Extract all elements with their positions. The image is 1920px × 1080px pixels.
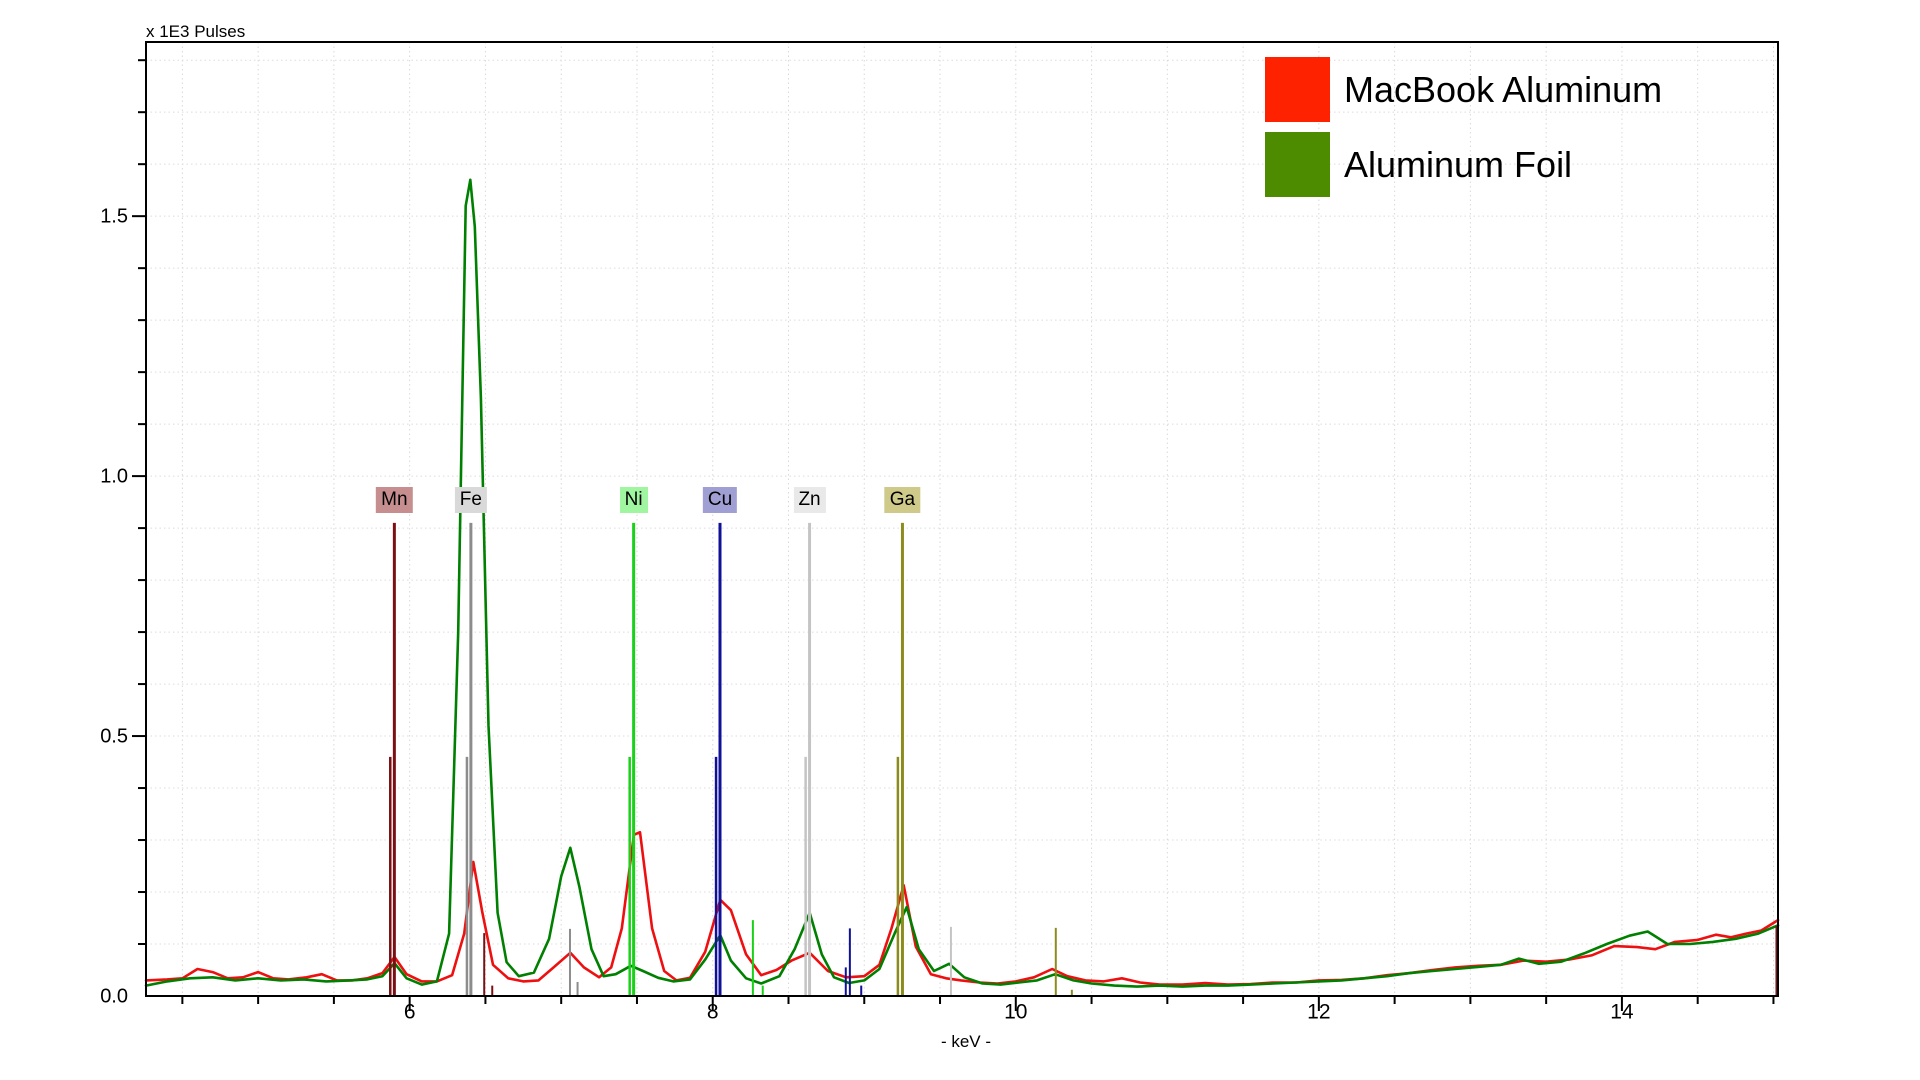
plot-frame bbox=[145, 41, 1779, 997]
element-label-Zn: Zn bbox=[793, 487, 826, 513]
legend-row-macbook-aluminum: MacBook Aluminum bbox=[1265, 57, 1662, 122]
x-tick-label-8: 8 bbox=[707, 1000, 719, 1023]
x-tick-label-14: 14 bbox=[1610, 1000, 1634, 1023]
x-tick-label-10: 10 bbox=[1004, 1000, 1027, 1023]
y-tick-label-1.5: 1.5 bbox=[100, 205, 128, 227]
legend-label-aluminum-foil: Aluminum Foil bbox=[1344, 143, 1573, 185]
x-tick-label-6: 6 bbox=[404, 1000, 416, 1023]
y-tick-label-0.5: 0.5 bbox=[100, 725, 128, 747]
y-axis-unit-title: x 1E3 Pulses bbox=[146, 22, 246, 41]
y-tick-label-0.0: 0.0 bbox=[100, 985, 128, 1007]
x-tick-label-12: 12 bbox=[1307, 1000, 1330, 1023]
element-label-Ga: Ga bbox=[884, 487, 921, 513]
x-axis-caption: - keV - bbox=[940, 1032, 992, 1051]
y-tick-label-1.0: 1.0 bbox=[100, 465, 128, 487]
legend-swatch-green bbox=[1265, 132, 1330, 197]
legend: MacBook Aluminum Aluminum Foil bbox=[1265, 57, 1662, 207]
legend-label-macbook-aluminum: MacBook Aluminum bbox=[1344, 68, 1663, 110]
legend-swatch-red bbox=[1265, 57, 1330, 122]
element-label-Mn: Mn bbox=[376, 487, 413, 513]
element-label-Fe: Fe bbox=[454, 487, 487, 513]
legend-row-aluminum-foil: Aluminum Foil bbox=[1265, 132, 1662, 197]
series-curve-macbook-aluminum bbox=[144, 830, 1780, 986]
element-label-Cu: Cu bbox=[702, 487, 738, 513]
element-label-Ni: Ni bbox=[619, 487, 648, 513]
series-curve-aluminum-foil bbox=[144, 178, 1780, 988]
